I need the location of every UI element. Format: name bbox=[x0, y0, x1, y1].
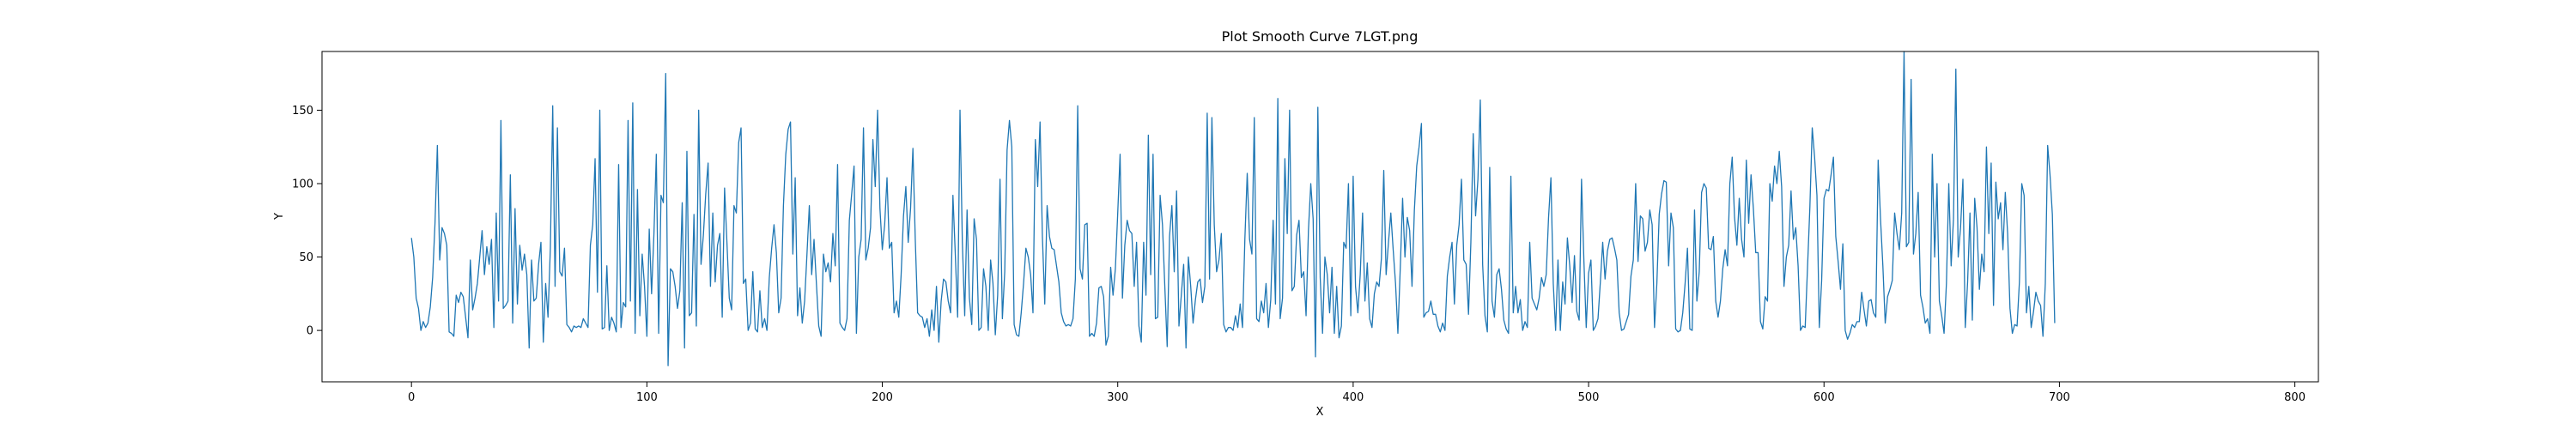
y-tick-label: 150 bbox=[292, 105, 313, 118]
plot-frame bbox=[321, 51, 2319, 383]
x-tick-label: 800 bbox=[2284, 391, 2306, 404]
x-tick-label: 300 bbox=[1107, 391, 1128, 404]
y-tick-label: 100 bbox=[292, 178, 313, 191]
x-axis: 0 100 200 300 400 500 600 700 800 bbox=[408, 382, 2306, 404]
chart-title: Plot Smooth Curve 7LGT.png bbox=[1222, 28, 1419, 45]
plot-area bbox=[410, 51, 2056, 366]
x-tick-label: 500 bbox=[1578, 391, 1600, 404]
x-tick-label: 400 bbox=[1342, 391, 1364, 404]
x-tick-label: 600 bbox=[1814, 391, 1835, 404]
y-axis: 0 50 100 150 bbox=[292, 105, 322, 338]
x-axis-label: X bbox=[1316, 406, 1324, 419]
x-tick-label: 0 bbox=[408, 391, 415, 404]
x-tick-label: 700 bbox=[2049, 391, 2070, 404]
y-tick-label: 50 bbox=[299, 251, 313, 264]
y-axis-label: Y bbox=[273, 213, 286, 221]
x-tick-label: 100 bbox=[636, 391, 658, 404]
series-line-0 bbox=[410, 51, 2056, 366]
y-tick-label: 0 bbox=[307, 325, 313, 338]
x-tick-label: 200 bbox=[872, 391, 893, 404]
